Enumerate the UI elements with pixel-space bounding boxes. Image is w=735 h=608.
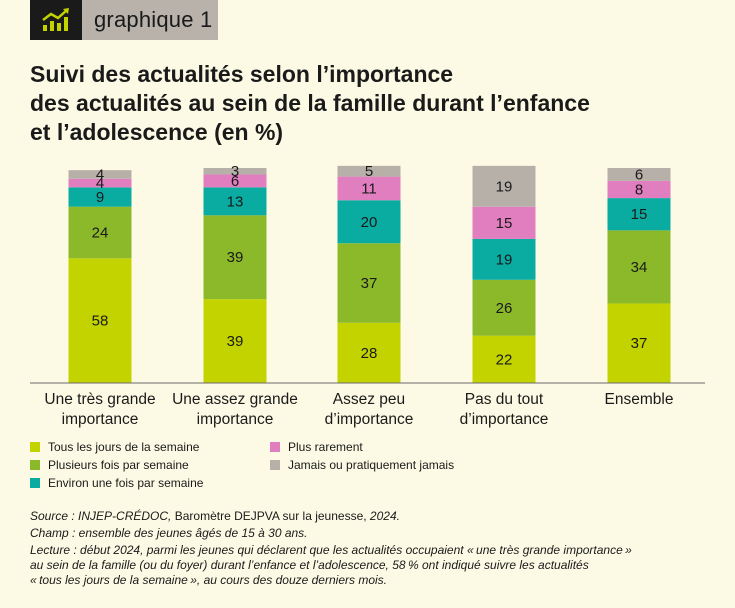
data-label: 39 bbox=[227, 249, 244, 266]
data-label: 6 bbox=[635, 166, 643, 183]
bar-segment bbox=[337, 176, 401, 201]
chart-title-line-3: et l’adolescence (en %) bbox=[30, 119, 284, 145]
data-label: 8 bbox=[635, 182, 643, 199]
data-label: 39 bbox=[227, 333, 244, 350]
data-label: 58 bbox=[92, 313, 109, 330]
data-label: 15 bbox=[496, 215, 513, 232]
bar-segment bbox=[203, 299, 267, 383]
category-label: Assez peu bbox=[333, 391, 405, 408]
legend-label: Plusieurs fois par semaine bbox=[48, 458, 189, 472]
data-label: 19 bbox=[496, 251, 513, 268]
bar-segment bbox=[607, 198, 671, 231]
category-label: Une assez grande bbox=[172, 391, 298, 408]
bar-segment bbox=[337, 165, 401, 177]
chart-title-line-2: des actualités au sein de la famille dur… bbox=[30, 90, 590, 116]
legend-label: Tous les jours de la semaine bbox=[48, 440, 200, 454]
bar-segment bbox=[68, 187, 132, 207]
legend-item: Jamais ou pratiquement jamais bbox=[270, 458, 454, 472]
data-label: 34 bbox=[631, 259, 648, 276]
category-label: importance bbox=[62, 411, 139, 428]
lecture-note: Lecture : début 2024, parmi les jeunes q… bbox=[30, 543, 632, 587]
data-label: 4 bbox=[96, 166, 104, 183]
data-label: 37 bbox=[631, 335, 648, 352]
bar-segment bbox=[337, 243, 401, 323]
data-label: 11 bbox=[361, 180, 377, 197]
bar-segment bbox=[607, 180, 671, 199]
category-label: d’importance bbox=[325, 411, 414, 428]
champ-note: Champ : ensemble des jeunes âgés de 15 à… bbox=[30, 526, 308, 540]
bar-segment bbox=[472, 165, 536, 207]
bar-segment bbox=[203, 168, 267, 175]
legend-label: Plus rarement bbox=[288, 440, 363, 454]
legend-item: Plus rarement bbox=[270, 440, 363, 454]
data-label: 26 bbox=[496, 300, 513, 317]
bar-segment bbox=[68, 178, 132, 188]
data-label: 19 bbox=[496, 178, 513, 195]
bar-segment bbox=[337, 200, 401, 244]
bar-segment bbox=[68, 206, 132, 259]
chart-title: Suivi des actualités selon l’importance … bbox=[30, 60, 670, 147]
bar-group: 5824944393913632837201152226191519373415… bbox=[68, 163, 671, 383]
category-labels: Une très grande importance Une assez grand… bbox=[44, 391, 673, 428]
category-label: Pas du tout bbox=[465, 391, 544, 408]
bar-segment bbox=[68, 170, 132, 179]
bar-segment bbox=[337, 322, 401, 383]
chart-legend: Tous les jours de la semaine Plusieurs fo… bbox=[30, 440, 630, 496]
bar-segment bbox=[203, 187, 267, 216]
chart-number-badge: graphique 1 bbox=[30, 0, 218, 40]
data-label: 22 bbox=[496, 351, 513, 368]
chart-title-line-1: Suivi des actualités selon l’importance bbox=[30, 61, 454, 87]
data-label: 3 bbox=[231, 163, 239, 180]
legend-swatch bbox=[270, 442, 280, 452]
bar-segment bbox=[203, 215, 267, 300]
data-label: 9 bbox=[96, 189, 104, 206]
legend-item: Environ une fois par semaine bbox=[30, 476, 203, 490]
legend-item: Tous les jours de la semaine bbox=[30, 440, 199, 454]
bar-segment bbox=[472, 279, 536, 336]
data-label: 4 bbox=[96, 175, 104, 192]
data-label: 5 bbox=[365, 163, 373, 180]
chart-number-label: graphique 1 bbox=[82, 0, 218, 40]
bar-segment bbox=[472, 335, 536, 383]
data-label: 6 bbox=[231, 173, 239, 190]
data-label: 28 bbox=[361, 345, 378, 362]
bar-segment bbox=[68, 258, 132, 383]
category-label: d’importance bbox=[460, 411, 549, 428]
category-label: Ensemble bbox=[605, 391, 674, 408]
stacked-bar-chart: 5824944393913632837201152226191519373415… bbox=[30, 163, 705, 428]
legend-swatch bbox=[30, 442, 40, 452]
legend-swatch bbox=[30, 460, 40, 470]
data-label: 20 bbox=[361, 214, 378, 231]
bar-segment bbox=[607, 168, 671, 181]
data-label: 13 bbox=[227, 193, 244, 210]
data-label: 24 bbox=[92, 225, 109, 242]
source-note: Source : INJEP-CRÉDOC, Baromètre DEJPVA … bbox=[30, 509, 400, 523]
legend-label: Environ une fois par semaine bbox=[48, 476, 204, 490]
category-label: Une très grande bbox=[44, 391, 155, 408]
bar-segment bbox=[607, 303, 671, 383]
bar-segment bbox=[472, 238, 536, 280]
legend-item: Plusieurs fois par semaine bbox=[30, 458, 189, 472]
bar-segment bbox=[472, 206, 536, 239]
bar-segment bbox=[203, 174, 267, 188]
category-label: importance bbox=[197, 411, 274, 428]
legend-swatch bbox=[30, 478, 40, 488]
bar-segment bbox=[607, 230, 671, 304]
chart-notes: Source : INJEP-CRÉDOC, Baromètre DEJPVA … bbox=[30, 509, 710, 590]
legend-label: Jamais ou pratiquement jamais bbox=[288, 458, 455, 472]
chart-trend-icon bbox=[30, 0, 82, 40]
data-label: 37 bbox=[361, 275, 378, 292]
data-label: 15 bbox=[631, 206, 648, 223]
legend-swatch bbox=[270, 460, 280, 470]
